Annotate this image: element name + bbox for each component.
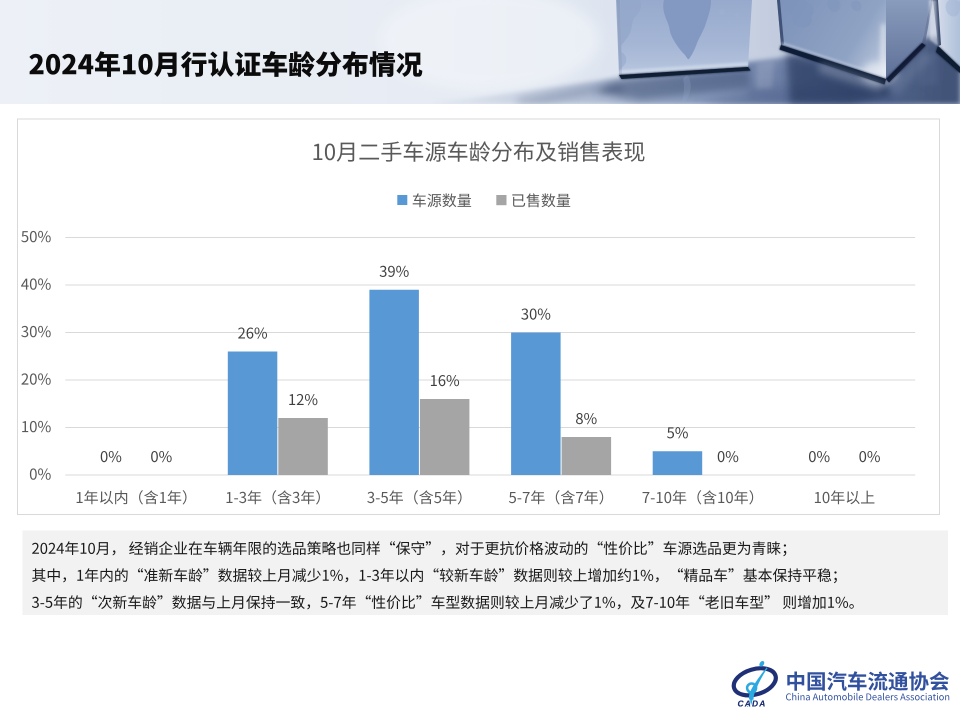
svg-text:CADA: CADA [738,699,767,709]
svg-text:CADA: CADA [738,699,767,709]
